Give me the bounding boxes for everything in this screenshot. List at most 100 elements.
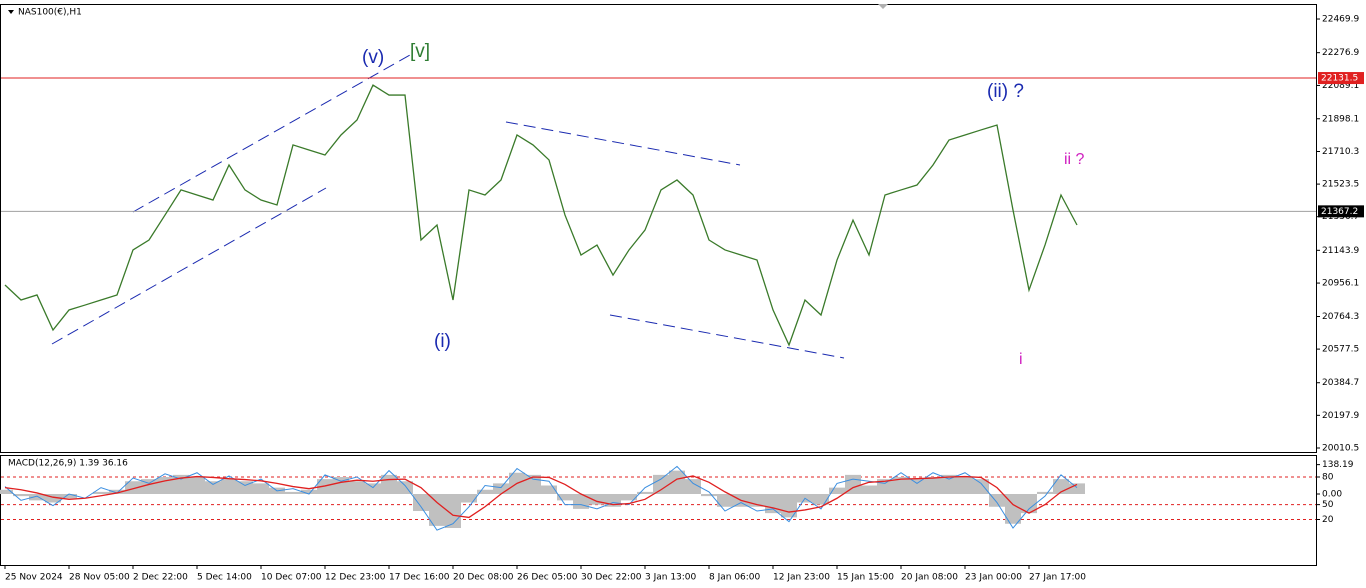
macd-bar	[1037, 491, 1053, 495]
chart-title: NAS100(€),H1	[18, 8, 82, 18]
trend-line	[505, 121, 741, 166]
x-tick-label: 12 Dec 23:00	[325, 573, 386, 583]
macd-bar	[365, 483, 381, 495]
macd-bar	[925, 477, 941, 495]
macd-tick-label: 20	[1322, 515, 1334, 525]
macd-panel	[0, 455, 1317, 566]
macd-bar	[173, 474, 189, 495]
macd-bar	[1021, 494, 1037, 514]
macd-bar	[205, 481, 221, 495]
macd-bar	[701, 494, 717, 497]
macd-bar	[381, 474, 397, 495]
macd-bar	[573, 494, 589, 509]
macd-bar	[717, 494, 733, 507]
main-panel	[0, 4, 1317, 453]
macd-tick-label: 138.19	[1322, 460, 1354, 470]
x-tick-label: 23 Jan 00:00	[965, 573, 1022, 583]
x-tick-label: 5 Dec 14:00	[197, 573, 252, 583]
price-line-series	[4, 84, 1078, 347]
macd-bar	[301, 489, 317, 495]
macd-bar	[0, 489, 13, 495]
x-tick-label: 20 Jan 08:00	[901, 573, 958, 583]
y-tick-label: 20956.1	[1322, 279, 1359, 289]
y-tick-label: 21523.5	[1322, 180, 1359, 190]
x-tick-label: 3 Jan 13:00	[645, 573, 697, 583]
macd-bar	[765, 494, 781, 514]
y-tick-label: 20764.3	[1322, 312, 1359, 322]
y-tick-label: 20010.5	[1322, 444, 1359, 454]
x-tick-label: 17 Dec 16:00	[389, 573, 450, 583]
y-tick-label: 20384.7	[1322, 378, 1359, 388]
macd-bar	[189, 477, 205, 495]
macd-bar	[893, 477, 909, 495]
macd-bar	[813, 494, 829, 505]
price-label: 22131.5	[1321, 74, 1358, 84]
macd-bar	[1005, 494, 1021, 524]
macd-bar	[493, 483, 509, 495]
wave-label: [v]	[410, 41, 430, 62]
macd-bar	[45, 494, 61, 503]
y-tick-label: 21898.1	[1322, 114, 1359, 124]
macd-bar	[13, 494, 29, 497]
macd-bar	[909, 479, 925, 495]
macd-bar	[61, 494, 77, 499]
wave-label: (v)	[362, 47, 384, 68]
macd-title: MACD(12,26,9) 1.39 36.16	[8, 459, 128, 469]
wave-label: (ii) ?	[987, 81, 1024, 102]
y-tick-label: 21710.3	[1322, 147, 1359, 157]
x-tick-label: 20 Dec 08:00	[453, 573, 514, 583]
price-label-box	[1318, 72, 1364, 85]
macd-bar	[125, 481, 141, 495]
macd-bar	[541, 485, 557, 495]
macd-signal-line	[4, 475, 1078, 519]
menu-arrow	[8, 10, 14, 14]
macd-bar	[349, 481, 365, 495]
x-tick-label: 2 Dec 22:00	[133, 573, 188, 583]
macd-bar	[29, 494, 45, 501]
macd-bar	[413, 494, 429, 512]
macd-bar	[957, 477, 973, 495]
macd-bar	[669, 470, 685, 495]
x-tick-label: 30 Dec 22:00	[581, 573, 642, 583]
x-tick-label: 8 Jan 06:00	[709, 573, 761, 583]
macd-bar	[109, 489, 125, 495]
macd-tick-label: 80	[1322, 473, 1334, 483]
y-tick-label: 22469.9	[1322, 15, 1359, 25]
x-tick-label: 25 Nov 2024	[5, 573, 63, 583]
macd-bar	[477, 489, 493, 495]
y-tick-label: 20577.5	[1322, 345, 1359, 355]
price-label: 21367.2	[1321, 207, 1358, 217]
macd-bar	[589, 494, 605, 505]
wave-label: i	[1019, 351, 1023, 368]
x-tick-label: 15 Jan 15:00	[837, 573, 894, 583]
macd-bar	[1069, 483, 1085, 495]
x-tick-label: 27 Jan 17:00	[1029, 573, 1086, 583]
x-tick-label: 10 Dec 07:00	[261, 573, 322, 583]
macd-bar	[829, 487, 845, 495]
macd-bar	[685, 479, 701, 495]
macd-tick-label: 50	[1322, 500, 1334, 510]
macd-bar	[861, 485, 877, 495]
y-tick-label: 22276.9	[1322, 48, 1359, 58]
y-tick-label: 21143.9	[1322, 246, 1359, 256]
macd-bar	[141, 479, 157, 495]
macd-bar	[285, 491, 301, 495]
x-tick-label: 28 Nov 05:00	[69, 573, 130, 583]
wave-label: (i)	[434, 331, 451, 352]
macd-bar	[621, 494, 637, 501]
channel-lines	[51, 54, 845, 359]
scroll-marker	[878, 4, 888, 9]
macd-tick-label: 0.00	[1322, 490, 1342, 500]
trend-line	[609, 314, 845, 359]
macd-bar	[397, 481, 413, 495]
x-tick-label: 12 Jan 23:00	[773, 573, 830, 583]
trend-line	[51, 187, 327, 345]
macd-bar	[253, 483, 269, 495]
macd-bar	[637, 491, 653, 495]
macd-bar	[653, 474, 669, 495]
wave-label: ii ?	[1064, 151, 1085, 168]
price-label-box	[1318, 205, 1364, 218]
